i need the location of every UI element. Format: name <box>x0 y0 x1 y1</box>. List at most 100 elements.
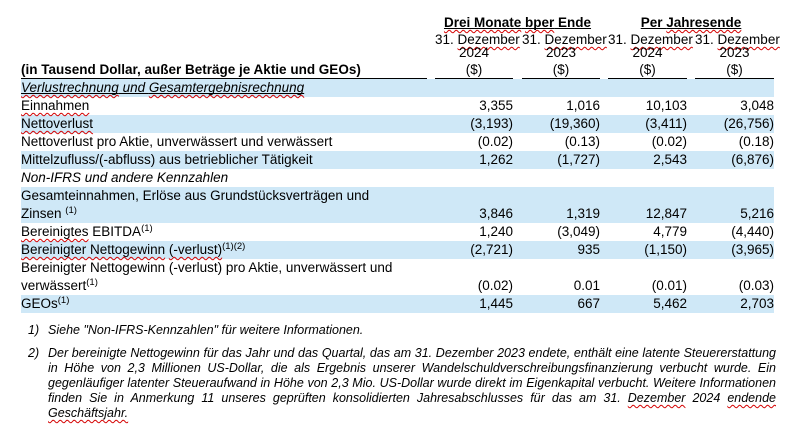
value-cell: 0.01 <box>573 278 601 293</box>
value-cell: 3,048 <box>740 98 775 113</box>
spacer-cell <box>687 78 696 97</box>
row-label-line: Zinsen (1) <box>21 205 435 223</box>
spacer-cell <box>600 133 608 151</box>
date-line: 31. Dezember <box>695 32 780 47</box>
footnotes-section: 1) Siehe "Non-IFRS-Kennzahlen" für weiter… <box>28 323 776 421</box>
value-cell <box>522 78 601 97</box>
spacer-cell <box>513 115 522 133</box>
text-segment: Per <box>640 15 667 30</box>
spacer-cell <box>687 97 695 115</box>
spacer-cell <box>687 187 696 223</box>
spacer-cell <box>513 133 522 151</box>
spacer-cell <box>600 115 609 133</box>
group-header-text: Per Jahresende <box>641 15 742 30</box>
group-header-year-end: Per Jahresende <box>608 14 774 31</box>
text-segment: verwässert <box>21 278 87 293</box>
value-cell <box>608 78 688 97</box>
unit-header: ($) <box>435 59 513 79</box>
spacer-cell <box>687 295 696 313</box>
value-cell: 1,016 <box>566 98 601 113</box>
misspelled-word: Verlustrechnung <box>21 80 119 95</box>
document-page: Drei Monate bper Ende Per Jahresende 31.… <box>0 14 806 430</box>
table-row: Nettoverlust (3,193) (19,360) (3,411) (26,75… <box>21 115 775 133</box>
financial-table: Drei Monate bper Ende Per Jahresende 31.… <box>21 14 780 313</box>
value-cell <box>695 169 774 187</box>
value-cell: 1,262 <box>435 151 513 169</box>
misspelled-word: Einnahmen <box>21 98 90 113</box>
table-row: Gesamteinnahmen, Erlöse aus Grundstücksv… <box>21 187 775 223</box>
footnote: 1) Siehe "Non-IFRS-Kennzahlen" für weiter… <box>28 323 776 338</box>
spacer-cell <box>513 259 522 295</box>
text-segment: und <box>118 80 149 95</box>
table-row: Nettoverlust pro Aktie, unverwässert und… <box>21 133 774 151</box>
value-cell: 1,319 <box>522 187 601 223</box>
spacer-cell <box>600 169 608 187</box>
value-cell: (1,727) <box>522 151 601 169</box>
misspelled-word: Dezember <box>717 32 780 47</box>
footnote: 2) Der bereinigte Nettogewinn für das Jah… <box>28 346 776 421</box>
year-line: 2024 <box>632 45 663 60</box>
spacer-cell <box>513 241 522 259</box>
value-cell: 3,846 <box>435 187 513 223</box>
table-row: Mittelzufluss/(-abfluss) aus betrieblich… <box>21 151 775 169</box>
row-label-line: Bereinigter Nettogewinn (-verlust) pro A… <box>21 259 435 277</box>
spacer-cell <box>687 241 696 259</box>
value-cell: 1,240 <box>479 224 513 239</box>
spacer-cell <box>600 97 608 115</box>
text-segment: 2024 <box>685 391 728 405</box>
spacer-cell <box>513 187 522 223</box>
row-label-line: Einnahmen <box>21 97 435 115</box>
spacer-cell <box>687 115 696 133</box>
misspelled-word: Bereinigtes <box>21 224 89 239</box>
footnote-reference-superscript: (1) <box>86 276 98 288</box>
table-row: GEOs(1) 1,445 667 5,462 2,703 <box>21 295 775 313</box>
value-cell: 667 <box>522 295 601 313</box>
row-label: GEOs(1) <box>21 295 435 313</box>
spacer-cell <box>600 59 608 79</box>
table-row: Non-IFRS und andere Kennzahlen <box>21 169 774 187</box>
spacer-cell <box>687 151 696 169</box>
value-cell: (0.02) <box>477 134 513 149</box>
unit-header: ($) <box>522 59 601 79</box>
value-cell: 2,543 <box>608 151 688 169</box>
unit-header: ($) <box>695 59 775 79</box>
row-label: Gesamteinnahmen, Erlöse aus Grundstücksv… <box>21 187 435 223</box>
value-cell: (3,411) <box>608 115 688 133</box>
date-line: 31. Dezember <box>608 33 693 47</box>
text-segment: Non-IFRS und andere Kennzahlen <box>21 170 229 185</box>
value-cell: (3,049) <box>557 224 601 239</box>
footnote-reference-superscript: (1) <box>141 222 153 234</box>
table-row: Verlustrechnung und Gesamtergebnisrechnu… <box>21 78 775 97</box>
spacer-cell <box>427 59 435 79</box>
row-label-line: Gesamteinnahmen, Erlöse aus Grundstücksv… <box>21 187 435 205</box>
row-label-line: Nettoverlust pro Aktie, unverwässert und… <box>21 133 435 151</box>
text-segment: 31. <box>522 32 545 47</box>
text-segment: Bereinigter Nettogewinn (-verlust) pro A… <box>21 260 393 275</box>
table-row: Einnahmen 3,355 1,016 10,103 3,048 <box>21 97 774 115</box>
year-line: 2023 <box>545 45 577 60</box>
misspelled-word: Dezember <box>630 32 693 47</box>
spacer-cell <box>687 259 695 295</box>
text-segment: 31. <box>695 32 718 47</box>
table-row: Bereinigtes EBITDA(1) 1,240 (3,049) 4,779 (4… <box>21 223 774 241</box>
misspelled-word: Dezember <box>457 32 520 47</box>
spacer-cell <box>600 14 608 31</box>
table-row: Bereinigter Nettogewinn (-verlust) pro A… <box>21 259 774 295</box>
spacer-cell <box>600 223 608 241</box>
spacer-cell <box>600 187 609 223</box>
text-segment: GEOs <box>21 296 58 311</box>
misspelled-word: Geschäftsjahr. <box>48 406 129 420</box>
value-cell: (6,876) <box>695 151 775 169</box>
row-label: Nettoverlust <box>21 115 435 133</box>
spacer-cell <box>687 59 695 79</box>
text-segment: Zinsen <box>21 206 66 221</box>
spacer-cell <box>687 223 695 241</box>
spacer-cell <box>513 223 522 241</box>
spacer-cell <box>513 97 522 115</box>
date-line: 31. Dezember <box>522 32 607 47</box>
year-line: 2023 <box>719 45 750 60</box>
spacer-cell <box>600 241 609 259</box>
footnote-reference-superscript: (1)(2) <box>222 240 246 252</box>
value-cell: (0.01) <box>651 278 688 293</box>
value-cell: (26,756) <box>695 115 775 133</box>
